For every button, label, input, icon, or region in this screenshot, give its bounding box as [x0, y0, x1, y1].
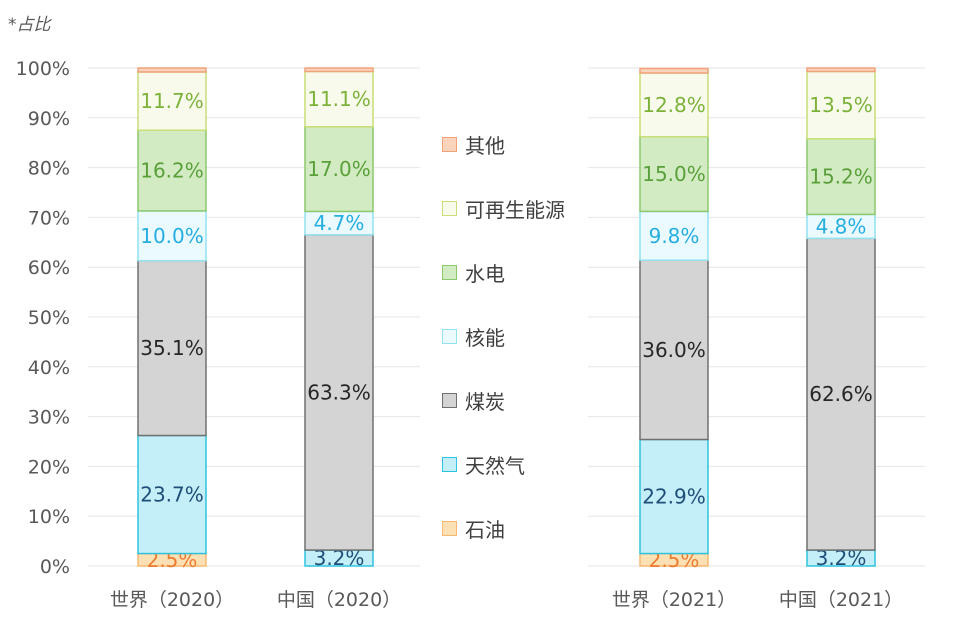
- y-axis-note: *占比: [8, 15, 51, 35]
- bar-segment: [806, 67, 876, 73]
- y-tick-label: 80%: [28, 158, 70, 180]
- data-label: 63.3%: [307, 380, 371, 404]
- data-label: 11.7%: [140, 89, 204, 113]
- x-tick-label: 世界（2021）: [612, 589, 736, 611]
- data-label: 36.0%: [642, 338, 706, 362]
- legend-label: 天然气: [465, 453, 525, 478]
- data-label: 62.6%: [809, 382, 873, 406]
- y-tick-label: 90%: [28, 108, 70, 130]
- legend-item: 核能: [442, 304, 565, 368]
- legend-label: 水电: [465, 261, 505, 286]
- legend-item: 石油: [442, 496, 565, 560]
- bar-segment: [806, 237, 876, 551]
- bar-segment: [806, 70, 876, 140]
- legend-swatch: [442, 264, 457, 280]
- bar-segment: [137, 129, 207, 212]
- y-tick-label: 40%: [28, 357, 70, 379]
- data-label: 22.9%: [642, 485, 706, 509]
- y-tick-label: 100%: [16, 58, 70, 80]
- data-label: 35.1%: [140, 336, 204, 360]
- legend-swatch: [442, 200, 457, 216]
- y-tick-label: 30%: [28, 407, 70, 429]
- legend-label: 核能: [465, 325, 505, 350]
- data-label: 12.8%: [642, 93, 706, 117]
- bar-segment: [304, 234, 374, 551]
- data-label: 16.2%: [140, 159, 204, 183]
- data-label: 11.1%: [307, 87, 371, 111]
- legend-swatch: [442, 136, 457, 152]
- data-label: 17.0%: [307, 157, 371, 181]
- legend-item: 其他: [442, 112, 565, 176]
- legend-item: 可再生能源: [442, 176, 565, 240]
- legend-item: 水电: [442, 240, 565, 304]
- bar-segment: [137, 71, 207, 131]
- data-label: 23.7%: [140, 483, 204, 507]
- bar-segment: [639, 438, 709, 555]
- legend-swatch: [442, 520, 457, 536]
- data-label: 9.8%: [649, 224, 700, 248]
- chart-legend: 其他可再生能源水电核能煤炭天然气石油: [442, 112, 565, 560]
- legend-swatch: [442, 456, 457, 472]
- legend-swatch: [442, 328, 457, 344]
- y-tick-label: 50%: [28, 307, 70, 329]
- data-label: 4.7%: [314, 211, 365, 235]
- bar-segment: [137, 434, 207, 555]
- bar-segment: [304, 70, 374, 128]
- bar-segment: [137, 67, 207, 73]
- legend-label: 可再生能源: [465, 197, 565, 222]
- y-tick-label: 0%: [40, 556, 70, 578]
- y-tick-label: 10%: [28, 506, 70, 528]
- legend-item: 天然气: [442, 432, 565, 496]
- bar-segment: [639, 210, 709, 261]
- data-label: 15.2%: [809, 165, 873, 189]
- data-label: 13.5%: [809, 93, 873, 117]
- data-label: 15.0%: [642, 162, 706, 186]
- bar-segment: [304, 67, 374, 73]
- legend-label: 其他: [465, 133, 505, 158]
- legend-item: 煤炭: [442, 368, 565, 432]
- bar-segment: [304, 126, 374, 213]
- x-tick-label: 中国（2020）: [277, 589, 401, 611]
- bar-segment: [137, 259, 207, 437]
- y-tick-label: 20%: [28, 456, 70, 478]
- y-tick-label: 70%: [28, 207, 70, 229]
- legend-swatch: [442, 392, 457, 408]
- data-label: 4.8%: [816, 214, 867, 238]
- bar-segment: [639, 135, 709, 213]
- y-tick-label: 60%: [28, 257, 70, 279]
- legend-label: 石油: [465, 517, 505, 542]
- bar-segment: [806, 137, 876, 216]
- legend-label: 煤炭: [465, 389, 505, 414]
- bar-segment: [639, 67, 709, 74]
- x-tick-label: 世界（2020）: [110, 589, 234, 611]
- x-tick-label: 中国（2021）: [779, 589, 903, 611]
- bar-segment: [137, 210, 207, 262]
- data-label: 10.0%: [140, 224, 204, 248]
